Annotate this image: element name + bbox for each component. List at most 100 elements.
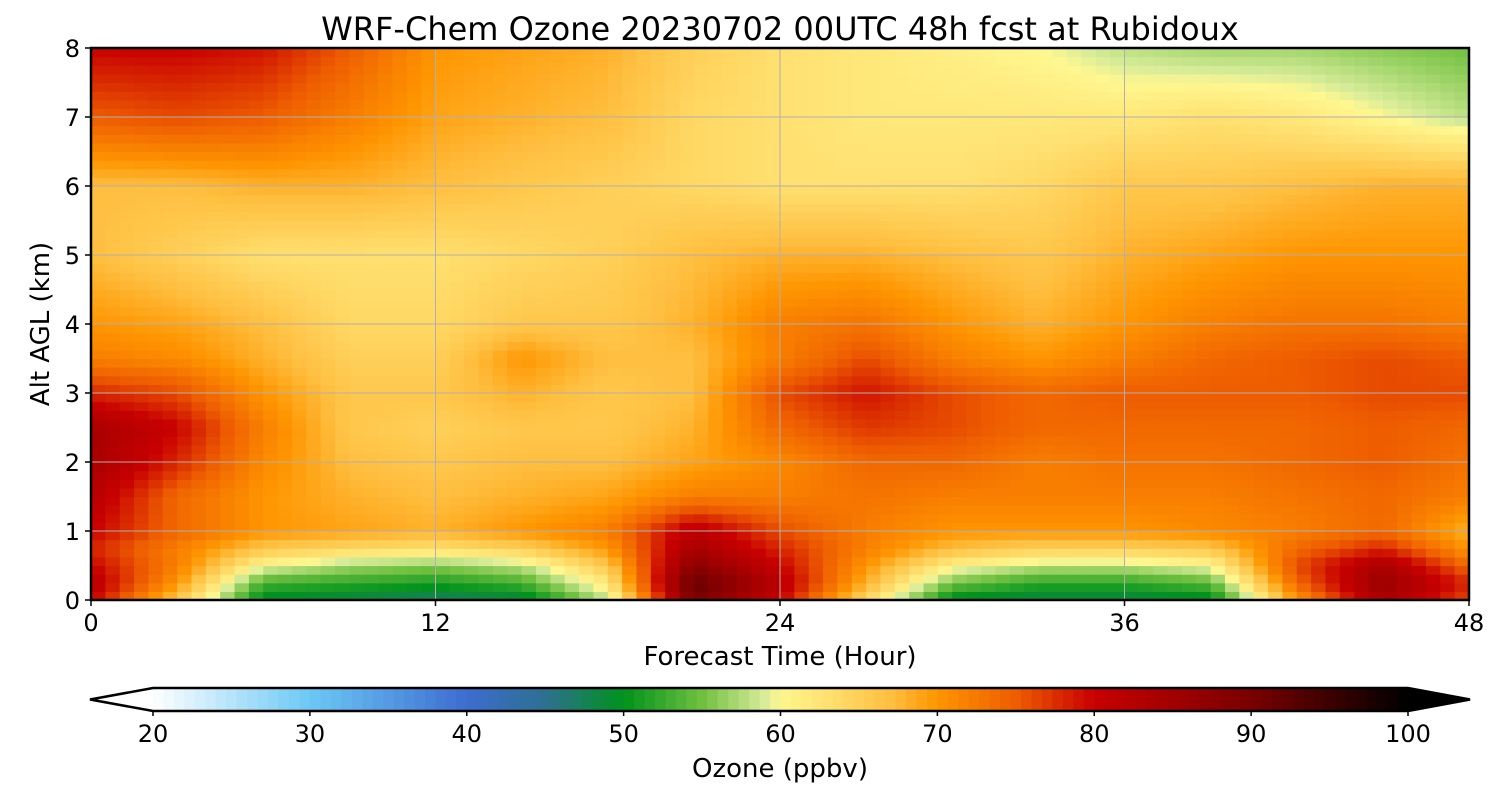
heatmap-cell xyxy=(1124,298,1140,308)
heatmap-cell xyxy=(650,418,666,429)
heatmap-cell xyxy=(177,229,193,239)
heatmap-cell xyxy=(1081,220,1097,230)
heatmap-cell xyxy=(248,462,264,472)
heatmap-cell xyxy=(1081,298,1097,308)
heatmap-cell xyxy=(736,341,752,351)
heatmap-cell xyxy=(1454,358,1470,368)
heatmap-cell xyxy=(1382,393,1398,403)
heatmap-cell xyxy=(291,384,307,394)
heatmap-cell xyxy=(191,160,207,170)
heatmap-cell xyxy=(1311,531,1327,541)
heatmap-cell xyxy=(406,168,422,178)
heatmap-cell xyxy=(378,177,394,187)
heatmap-cell xyxy=(1325,591,1341,601)
heatmap-cell xyxy=(794,160,810,170)
heatmap-cell xyxy=(205,479,221,489)
heatmap-cell xyxy=(191,298,207,308)
heatmap-cell xyxy=(1296,574,1312,584)
heatmap-cell xyxy=(693,177,709,187)
heatmap-cell xyxy=(234,470,250,480)
heatmap-cell xyxy=(1038,505,1054,515)
heatmap-cell xyxy=(808,367,824,377)
heatmap-cell xyxy=(564,591,580,601)
heatmap-cell xyxy=(923,505,939,515)
heatmap-cell xyxy=(1009,539,1025,549)
heatmap-cell xyxy=(1411,393,1427,403)
heatmap-cell xyxy=(1339,237,1355,247)
heatmap-cell xyxy=(564,444,580,454)
heatmap-cell xyxy=(1095,496,1111,506)
heatmap-cell xyxy=(119,427,135,437)
heatmap-cell xyxy=(1181,237,1197,247)
heatmap-cell xyxy=(406,505,422,515)
heatmap-cell xyxy=(492,462,508,472)
heatmap-cell xyxy=(794,203,810,213)
heatmap-cell xyxy=(1268,289,1283,299)
heatmap-cell xyxy=(205,315,221,325)
heatmap-cell xyxy=(105,591,121,601)
heatmap-cell xyxy=(349,263,365,273)
heatmap-cell xyxy=(564,289,580,299)
heatmap-cell xyxy=(1138,462,1154,472)
heatmap-cell xyxy=(808,522,824,532)
heatmap-cell xyxy=(693,237,709,247)
heatmap-cell xyxy=(1397,177,1413,187)
heatmap-cell xyxy=(780,341,795,351)
heatmap-cell xyxy=(1368,151,1384,161)
heatmap-cell xyxy=(937,289,953,299)
heatmap-cell xyxy=(636,513,652,523)
heatmap-cell xyxy=(1196,565,1212,575)
heatmap-cell xyxy=(1425,479,1441,489)
heatmap-cell xyxy=(851,177,867,187)
heatmap-cell xyxy=(765,375,781,385)
heatmap-cell xyxy=(1224,487,1240,498)
heatmap-cell xyxy=(1024,418,1039,429)
heatmap-cell xyxy=(1181,453,1197,463)
heatmap-cell xyxy=(349,591,365,601)
heatmap-cell xyxy=(607,496,623,506)
heatmap-cell xyxy=(1382,462,1398,472)
heatmap-cell xyxy=(234,436,250,446)
heatmap-cell xyxy=(880,272,896,282)
heatmap-cell xyxy=(1081,367,1097,377)
heatmap-cell xyxy=(751,479,767,489)
heatmap-cell xyxy=(1253,479,1269,489)
heatmap-cell xyxy=(320,272,336,282)
heatmap-cell xyxy=(1110,203,1126,213)
heatmap-cell xyxy=(1138,203,1154,213)
heatmap-cell xyxy=(263,591,279,601)
heatmap-cell xyxy=(378,280,394,291)
heatmap-cell xyxy=(1296,151,1312,161)
heatmap-cell xyxy=(1024,263,1039,273)
heatmap-cell xyxy=(550,186,566,196)
heatmap-cell xyxy=(1095,453,1111,463)
heatmap-cell xyxy=(378,272,394,282)
heatmap-cell xyxy=(91,289,106,299)
heatmap-cell xyxy=(1067,160,1083,170)
heatmap-cell xyxy=(507,539,523,549)
heatmap-cell xyxy=(1339,349,1355,360)
heatmap-cell xyxy=(1210,367,1226,377)
heatmap-cell xyxy=(1052,177,1068,187)
heatmap-cell xyxy=(579,401,594,411)
heatmap-cell xyxy=(521,220,537,230)
heatmap-cell xyxy=(1454,453,1470,463)
heatmap-cell xyxy=(277,427,293,437)
heatmap-cell xyxy=(880,375,896,385)
heatmap-cell xyxy=(837,280,853,291)
heatmap-cell xyxy=(134,280,150,291)
heatmap-cell xyxy=(191,505,207,515)
heatmap-cell xyxy=(966,531,982,541)
heatmap-cell xyxy=(593,186,609,196)
heatmap-cell xyxy=(995,505,1011,515)
heatmap-cell xyxy=(162,263,178,273)
heatmap-cell xyxy=(564,324,580,334)
heatmap-cell xyxy=(464,358,480,368)
heatmap-cell xyxy=(1354,324,1370,334)
heatmap-cell xyxy=(1282,505,1298,515)
heatmap-cell xyxy=(1024,298,1039,308)
heatmap-cell xyxy=(435,531,451,541)
heatmap-cell xyxy=(1153,315,1169,325)
heatmap-cell xyxy=(134,556,150,567)
heatmap-cell xyxy=(1009,393,1025,403)
